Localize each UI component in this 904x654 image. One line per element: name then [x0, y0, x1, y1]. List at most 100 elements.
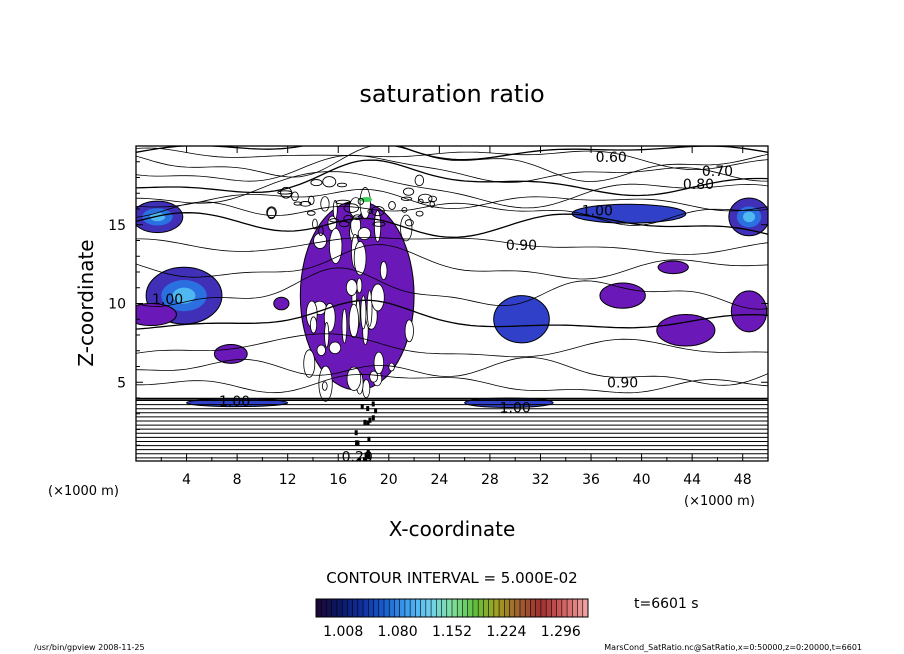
colorbar-swatch: [452, 599, 458, 617]
x-axis: 4 8 12 16 20 24 28 32 36 40 44 48: [160, 146, 752, 488]
supersaturation-peak: [742, 211, 756, 223]
colorbar-swatch: [525, 599, 531, 617]
x-tick-label: 12: [279, 472, 297, 488]
x-tick-label: 36: [582, 472, 600, 488]
supersaturation-region: [657, 260, 689, 275]
colorbar: [315, 598, 589, 618]
contour-label-cluster: [363, 419, 367, 425]
x-tick-label: 44: [683, 472, 701, 488]
colorbar-swatch: [321, 599, 327, 617]
x-tick-label: 4: [182, 472, 191, 488]
colorbar-frame: [315, 598, 589, 618]
colorbar-swatch: [399, 599, 406, 617]
colorbar-swatch: [514, 599, 521, 617]
supersaturation-region: [273, 296, 290, 311]
colorbar-swatch: [436, 599, 443, 617]
supersaturation-region: [730, 290, 768, 333]
colorbar-swatch: [478, 599, 484, 617]
supersaturation-region: [599, 282, 646, 309]
contour-value-label: 0.70: [702, 164, 733, 180]
colorbar-swatch: [342, 599, 348, 617]
colorbar-swatch: [389, 599, 395, 617]
colorbar-tick-label: 1.008: [323, 624, 363, 640]
x-tick-label: 16: [329, 472, 347, 488]
x-tick-label: 24: [430, 472, 448, 488]
colorbar-swatch: [410, 599, 416, 617]
plume-gap: [324, 322, 330, 348]
turbulent-contour: [338, 220, 350, 228]
contour-line: [136, 244, 768, 280]
contour-line: [136, 357, 768, 386]
contour-value-label: 1.00: [152, 292, 183, 308]
colorbar-swatch: [331, 599, 338, 617]
contour-label-cluster: [371, 401, 375, 407]
colorbar-swatch: [384, 599, 390, 617]
colorbar-swatch: [457, 599, 463, 617]
contour-value-label: 0.20: [342, 449, 373, 465]
contour-line: [136, 171, 768, 209]
turbulent-contour: [400, 196, 413, 201]
contour-line: [136, 188, 768, 212]
x-axis-label: X-coordinate: [389, 517, 516, 541]
turbulent-contour: [335, 199, 351, 205]
filled-contours: [136, 187, 768, 408]
colorbar-swatch: [504, 599, 511, 617]
colorbar-swatch: [357, 599, 364, 617]
colorbar-swatch: [535, 599, 542, 617]
y-tick-label: 15: [108, 218, 126, 234]
turbulent-contour: [343, 203, 360, 213]
colorbar-swatch: [378, 599, 385, 617]
colorbar-swatch: [462, 599, 469, 617]
plume-gap: [366, 290, 373, 327]
contour-label-cluster: [364, 452, 368, 458]
colorbar-swatch: [373, 599, 380, 617]
contour-interval-label: CONTOUR INTERVAL = 5.000E-02: [326, 569, 577, 587]
contour-line: [136, 373, 768, 394]
colorbar-swatch: [530, 599, 537, 617]
contour-line: [136, 159, 768, 197]
colorbar-swatch: [472, 599, 479, 617]
turbulent-contour: [299, 201, 312, 207]
plume-gap: [316, 344, 326, 356]
contour-line: [136, 267, 768, 310]
plume-gap: [346, 366, 362, 391]
colorbar-swatch: [546, 599, 552, 617]
plume-gap: [353, 241, 367, 276]
turbulent-contour: [306, 210, 316, 216]
turbulent-contour: [322, 176, 337, 188]
x-tick-label: 28: [481, 472, 499, 488]
turbulent-contour: [402, 187, 415, 196]
x-unit-right: (×1000 m): [684, 494, 755, 509]
colorbar-swatch: [561, 599, 568, 617]
plume-gap: [370, 283, 385, 312]
plume-gap: [356, 277, 363, 294]
plume-gap: [362, 379, 371, 399]
colorbar-tick-label: 1.224: [486, 624, 526, 640]
colorbar-swatch: [499, 599, 505, 617]
colorbar-swatch: [483, 599, 490, 617]
colorbar-swatch: [467, 599, 474, 617]
supersaturation-region: [656, 314, 716, 347]
contour-label-cluster: [366, 449, 370, 455]
x-tick-label: 20: [380, 472, 398, 488]
contour-label-cluster: [366, 420, 370, 426]
x-tick-label: 48: [734, 472, 752, 488]
supersaturation-region: [493, 295, 550, 344]
contour-label-cluster: [358, 457, 362, 461]
colorbar-tick-labels: 1.008 1.080 1.152 1.224 1.296: [323, 624, 581, 640]
plot-frame: [135, 145, 769, 462]
contour-label-cluster: [366, 406, 370, 412]
colorbar-swatch: [577, 599, 584, 617]
turbulent-contour: [352, 214, 362, 221]
plume-gap: [341, 308, 348, 344]
plume-gap: [345, 279, 358, 296]
colorbar-swatch: [509, 599, 516, 617]
turbulent-contour: [293, 201, 303, 206]
colorbar-swatch: [404, 599, 411, 617]
turbulent-contour: [266, 206, 277, 219]
turbulent-contour: [388, 201, 396, 210]
turbulent-contour: [280, 186, 293, 199]
colorbar-swatch: [567, 599, 573, 617]
turbulent-contour: [414, 174, 425, 187]
plume-gap: [359, 187, 371, 220]
